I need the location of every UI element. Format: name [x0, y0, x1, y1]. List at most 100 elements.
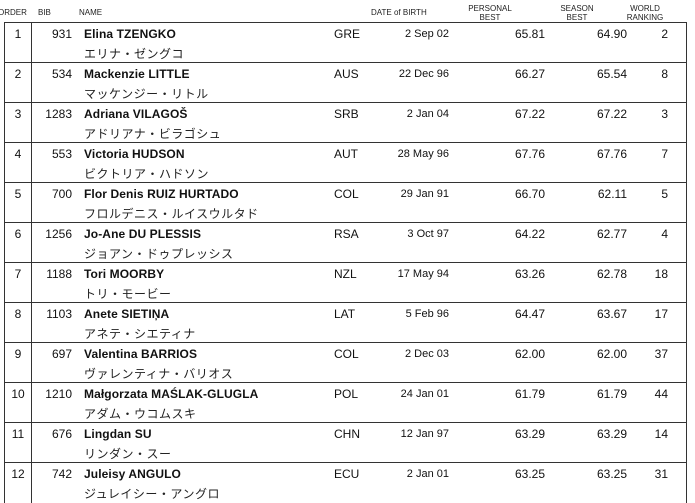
bib-cell: 1210: [31, 382, 76, 423]
country-cell: LAT: [334, 302, 374, 343]
table-row: 12 742 Juleisy ANGULO ジュレイシー・アングロ ECU 2 Jan 0…: [4, 462, 687, 503]
season-best-cell: 63.25: [545, 462, 627, 503]
athlete-name-katakana: リンダン・スー: [84, 447, 172, 461]
personal-best-cell: 61.79: [457, 382, 545, 423]
athlete-name: Adriana VILAGOŠ: [84, 107, 188, 121]
personal-best-cell: 62.00: [457, 342, 545, 383]
table-row: 11 676 Lingdan SU リンダン・スー CHN 12 Jan 97 63.29 6…: [4, 422, 687, 463]
season-best-cell: 62.00: [545, 342, 627, 383]
athlete-name-cell: Juleisy ANGULO ジュレイシー・アングロ: [76, 462, 334, 503]
personal-best-cell: 66.27: [457, 62, 545, 103]
world-ranking-cell: 17: [627, 302, 687, 343]
order-cell: 12: [4, 462, 32, 503]
personal-best-cell: 64.47: [457, 302, 545, 343]
bib-cell: 676: [31, 422, 76, 463]
season-best-cell: 61.79: [545, 382, 627, 423]
date-of-birth-cell: 2 Dec 03: [374, 342, 457, 383]
athlete-name-katakana: エリナ・ゼングコ: [84, 47, 185, 61]
order-cell: 1: [4, 22, 32, 63]
world-ranking-cell: 3: [627, 102, 687, 143]
athlete-name: Anete SIETIŅA: [84, 307, 170, 321]
table-row: 9 697 Valentina BARRIOS ヴァレンティナ・バリオス COL 2 De…: [4, 342, 687, 383]
header-world-ranking: WORLD RANKING: [626, 4, 664, 22]
order-cell: 6: [4, 222, 32, 263]
athlete-name-katakana: フロルデニス・ルイスウルタド: [84, 207, 259, 221]
table-row: 1 931 Elina TZENGKO エリナ・ゼングコ GRE 2 Sep 02 65.8…: [4, 22, 687, 63]
world-ranking-cell: 5: [627, 182, 687, 223]
table-row: 10 1210 Małgorzata MAŚLAK-GLUGLA アダム・ウコムスキ P…: [4, 382, 687, 423]
athlete-name-katakana: トリ・モービー: [84, 287, 172, 301]
country-cell: RSA: [334, 222, 374, 263]
header-personal-best: PERSONAL BEST: [468, 4, 512, 22]
athlete-name: Mackenzie LITTLE: [84, 67, 190, 81]
world-ranking-cell: 18: [627, 262, 687, 303]
date-of-birth-cell: 3 Oct 97: [374, 222, 457, 263]
date-of-birth-cell: 2 Sep 02: [374, 22, 457, 63]
season-best-cell: 63.67: [545, 302, 627, 343]
table-row: 3 1283 Adriana VILAGOŠ アドリアナ・ビラゴシュ SRB 2 Jan …: [4, 102, 687, 143]
athlete-name: Victoria HUDSON: [84, 147, 185, 161]
date-of-birth-cell: 29 Jan 91: [374, 182, 457, 223]
athlete-name-katakana: ジュレイシー・アングロ: [84, 487, 220, 501]
athlete-name: Juleisy ANGULO: [84, 467, 181, 481]
country-cell: GRE: [334, 22, 374, 63]
date-of-birth-cell: 24 Jan 01: [374, 382, 457, 423]
world-ranking-cell: 44: [627, 382, 687, 423]
athlete-name-katakana: ビクトリア・ハドソン: [84, 167, 210, 181]
header-order: ORDER: [0, 8, 27, 17]
date-of-birth-cell: 5 Feb 96: [374, 302, 457, 343]
order-cell: 9: [4, 342, 32, 383]
country-cell: NZL: [334, 262, 374, 303]
athlete-name: Lingdan SU: [84, 427, 152, 441]
table-row: 6 1256 Jo-Ane DU PLESSIS ジョアン・ドゥプレッシス RSA 3 O…: [4, 222, 687, 263]
personal-best-cell: 66.70: [457, 182, 545, 223]
athlete-name-katakana: アネテ・シエティナ: [84, 327, 196, 341]
season-best-cell: 67.22: [545, 102, 627, 143]
athlete-name-katakana: ジョアン・ドゥプレッシス: [84, 247, 234, 261]
season-best-cell: 65.54: [545, 62, 627, 103]
athlete-name-katakana: アドリアナ・ビラゴシュ: [84, 127, 222, 141]
country-cell: AUS: [334, 62, 374, 103]
country-cell: COL: [334, 182, 374, 223]
country-cell: COL: [334, 342, 374, 383]
world-ranking-cell: 31: [627, 462, 687, 503]
athlete-name-cell: Mackenzie LITTLE マッケンジー・リトル: [76, 62, 334, 103]
country-cell: POL: [334, 382, 374, 423]
date-of-birth-cell: 12 Jan 97: [374, 422, 457, 463]
athlete-name: Flor Denis RUIZ HURTADO: [84, 187, 239, 201]
personal-best-cell: 63.29: [457, 422, 545, 463]
order-cell: 8: [4, 302, 32, 343]
header-season-best: SEASON BEST: [560, 4, 594, 22]
date-of-birth-cell: 17 May 94: [374, 262, 457, 303]
bib-cell: 1283: [31, 102, 76, 143]
bib-cell: 742: [31, 462, 76, 503]
order-cell: 10: [4, 382, 32, 423]
date-of-birth-cell: 2 Jan 01: [374, 462, 457, 503]
header-name: NAME: [79, 8, 103, 17]
bib-cell: 700: [31, 182, 76, 223]
world-ranking-cell: 4: [627, 222, 687, 263]
personal-best-cell: 67.22: [457, 102, 545, 143]
personal-best-cell: 63.25: [457, 462, 545, 503]
athlete-name-cell: Flor Denis RUIZ HURTADO フロルデニス・ルイスウルタド: [76, 182, 334, 223]
start-list-table: 1 931 Elina TZENGKO エリナ・ゼングコ GRE 2 Sep 02 65.8…: [4, 22, 687, 503]
country-cell: ECU: [334, 462, 374, 503]
header-date-of-birth: DATE of BIRTH: [371, 8, 427, 17]
bib-cell: 931: [31, 22, 76, 63]
table-header: ORDER BIB NAME DATE of BIRTH PERSONAL BE…: [0, 0, 695, 22]
country-cell: SRB: [334, 102, 374, 143]
world-ranking-cell: 2: [627, 22, 687, 63]
season-best-cell: 63.29: [545, 422, 627, 463]
athlete-name-cell: Elina TZENGKO エリナ・ゼングコ: [76, 22, 334, 63]
season-best-cell: 62.77: [545, 222, 627, 263]
bib-cell: 1188: [31, 262, 76, 303]
athlete-name-cell: Anete SIETIŅA アネテ・シエティナ: [76, 302, 334, 343]
order-cell: 11: [4, 422, 32, 463]
athlete-name-cell: Jo-Ane DU PLESSIS ジョアン・ドゥプレッシス: [76, 222, 334, 263]
personal-best-cell: 65.81: [457, 22, 545, 63]
athlete-name: Valentina BARRIOS: [84, 347, 198, 361]
season-best-cell: 62.11: [545, 182, 627, 223]
athlete-name-katakana: ヴァレンティナ・バリオス: [84, 367, 234, 381]
table-row: 5 700 Flor Denis RUIZ HURTADO フロルデニス・ルイスウルタ…: [4, 182, 687, 223]
bib-cell: 1256: [31, 222, 76, 263]
